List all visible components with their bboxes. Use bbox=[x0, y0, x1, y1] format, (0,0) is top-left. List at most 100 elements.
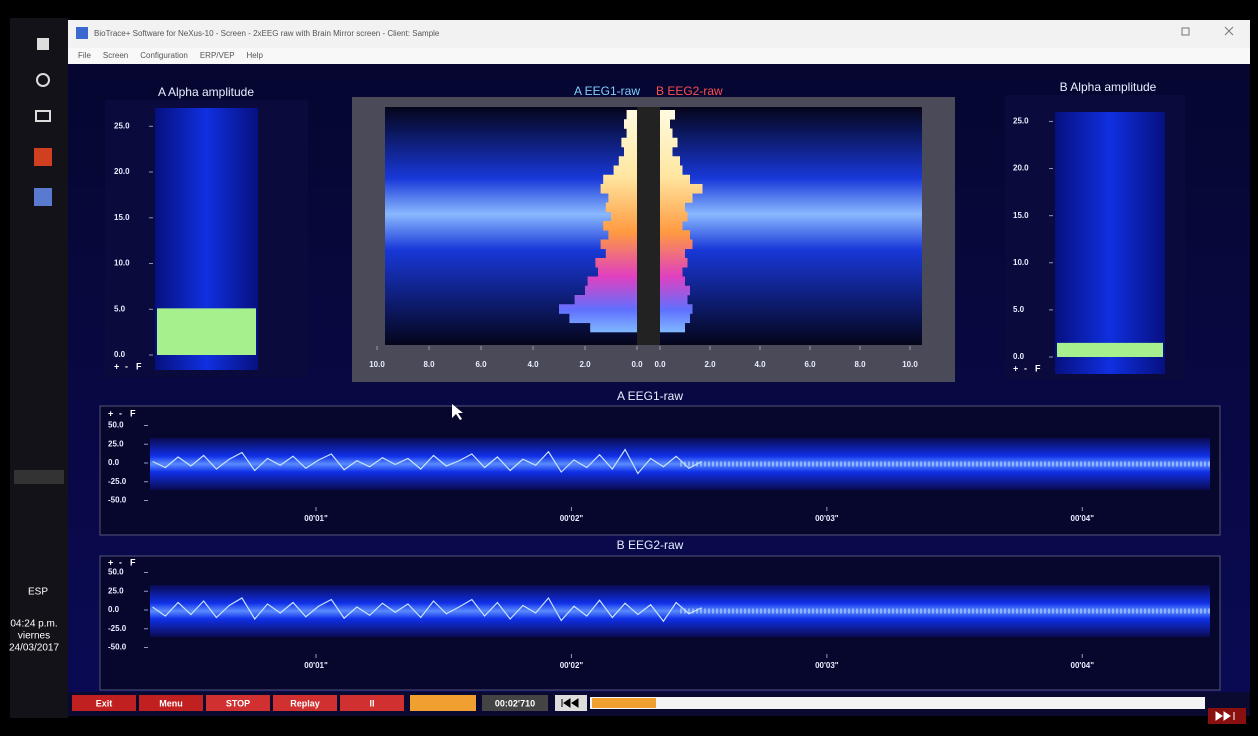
clock-day: viernes bbox=[18, 631, 50, 642]
panel-control[interactable]: + bbox=[1013, 363, 1018, 373]
spectrum-bin bbox=[660, 304, 693, 314]
spectrum-bin bbox=[614, 166, 637, 176]
button-label: STOP bbox=[226, 698, 250, 708]
plot-area bbox=[1055, 112, 1165, 374]
x-tick-label: 0.0 bbox=[654, 360, 666, 369]
y-tick-label: -50.0 bbox=[108, 643, 127, 652]
x-tick-label: 00'01" bbox=[304, 661, 328, 670]
panel-control[interactable]: F bbox=[130, 408, 136, 418]
spectrum-bin bbox=[660, 267, 683, 277]
timeline-thumb[interactable] bbox=[592, 698, 656, 708]
panel-control[interactable]: + bbox=[114, 361, 119, 371]
spectrum-bin bbox=[559, 304, 637, 314]
button-label: Menu bbox=[159, 698, 183, 708]
panel-title: B Alpha amplitude bbox=[1060, 80, 1157, 94]
y-tick-label: 20.0 bbox=[1013, 164, 1029, 173]
menu-item[interactable]: ERP/VEP bbox=[200, 51, 235, 60]
spectrum-bin bbox=[660, 193, 693, 203]
elapsed-time: 00:02'710 bbox=[495, 698, 535, 708]
screen: ESP 04:24 p.m. viernes 24/03/2017 BioTra… bbox=[0, 0, 1258, 736]
panel-control[interactable]: - bbox=[125, 361, 128, 371]
x-tick-label: 00'04" bbox=[1071, 514, 1095, 523]
spectrum-bin bbox=[595, 258, 637, 268]
spectrum-bin bbox=[621, 138, 637, 148]
y-tick-label: 0.0 bbox=[1013, 352, 1025, 361]
panel-title: B EEG2-raw bbox=[617, 538, 684, 552]
panel-control[interactable]: + bbox=[108, 557, 113, 567]
x-tick-label: 6.0 bbox=[475, 360, 487, 369]
spectrum-bin bbox=[624, 147, 637, 157]
spectrum-bin bbox=[588, 277, 637, 287]
bar bbox=[157, 308, 256, 355]
y-tick-label: 10.0 bbox=[114, 259, 130, 268]
y-tick-label: 5.0 bbox=[114, 304, 126, 313]
spectrum-bin bbox=[660, 138, 678, 148]
panel-control[interactable]: F bbox=[136, 361, 142, 371]
x-tick-label: 2.0 bbox=[579, 360, 591, 369]
x-tick-label: 0.0 bbox=[631, 360, 643, 369]
menu-item[interactable]: Configuration bbox=[140, 51, 188, 60]
spectrum-bin bbox=[598, 267, 637, 277]
panel-control[interactable]: - bbox=[1024, 363, 1027, 373]
spectrum-bin bbox=[619, 156, 637, 166]
spectrum-bin bbox=[660, 258, 688, 268]
spectrum-bin bbox=[660, 240, 693, 250]
bar bbox=[1057, 343, 1163, 357]
timeline[interactable] bbox=[590, 697, 1205, 709]
y-tick-label: -50.0 bbox=[108, 496, 127, 505]
clock-date: 24/03/2017 bbox=[9, 643, 59, 654]
menu-item[interactable]: Help bbox=[247, 51, 264, 60]
x-tick-label: 2.0 bbox=[704, 360, 716, 369]
button-label: Exit bbox=[96, 698, 113, 708]
spectrum-bin bbox=[660, 156, 680, 166]
spectrum-bin bbox=[611, 212, 637, 222]
spectrum-bin bbox=[575, 295, 637, 305]
center-divider bbox=[637, 107, 660, 345]
page: ESP 04:24 p.m. viernes 24/03/2017 BioTra… bbox=[0, 0, 1258, 736]
spectrum-bin bbox=[660, 277, 685, 287]
panel-title: A EEG1-raw bbox=[617, 389, 683, 403]
button[interactable] bbox=[410, 695, 476, 711]
spectrum-bin bbox=[627, 129, 637, 139]
app-icon[interactable] bbox=[34, 148, 52, 166]
spectrum-bin bbox=[660, 221, 683, 231]
rewind-button[interactable] bbox=[555, 695, 587, 711]
app-icon[interactable] bbox=[34, 188, 52, 206]
spectrum-bin bbox=[660, 184, 703, 194]
y-tick-label: 25.0 bbox=[1013, 117, 1029, 126]
scroll-control[interactable] bbox=[14, 470, 64, 484]
spectrum-bin bbox=[660, 314, 690, 324]
x-tick-label: 00'03" bbox=[815, 514, 839, 523]
panel-control[interactable]: F bbox=[1035, 363, 1041, 373]
menu-item[interactable]: Screen bbox=[103, 51, 128, 60]
window-title: BioTrace+ Software for NeXus-10 - Screen… bbox=[94, 29, 440, 38]
y-tick-label: 50.0 bbox=[108, 421, 124, 430]
x-tick-label: 00'04" bbox=[1071, 661, 1095, 670]
spectrum-bin bbox=[569, 314, 637, 324]
menu-bar bbox=[68, 48, 1250, 64]
x-tick-label: 00'01" bbox=[304, 514, 328, 523]
spectrum-bin bbox=[608, 193, 637, 203]
language: ESP bbox=[28, 587, 48, 598]
spectrum-bin bbox=[660, 230, 690, 240]
taskbar bbox=[10, 18, 68, 718]
x-tick-label: 4.0 bbox=[527, 360, 539, 369]
spectrum-bin bbox=[606, 203, 637, 213]
panel-control[interactable]: - bbox=[119, 408, 122, 418]
panel-control[interactable]: - bbox=[119, 557, 122, 567]
y-tick-label: 25.0 bbox=[108, 586, 124, 595]
y-tick-label: 0.0 bbox=[108, 605, 120, 614]
y-tick-label: -25.0 bbox=[108, 477, 127, 486]
panel-control[interactable]: + bbox=[108, 408, 113, 418]
x-tick-label: 8.0 bbox=[854, 360, 866, 369]
y-tick-label: 50.0 bbox=[108, 568, 124, 577]
spectrum-bin bbox=[660, 286, 690, 296]
spectrum-bin bbox=[660, 175, 690, 185]
start-icon[interactable] bbox=[37, 38, 49, 50]
menu-item[interactable]: File bbox=[78, 51, 91, 60]
spectrum-bin bbox=[601, 240, 637, 250]
panel-title: A Alpha amplitude bbox=[158, 85, 254, 99]
panel-control[interactable]: F bbox=[130, 557, 136, 567]
spectrum-bin bbox=[660, 295, 688, 305]
